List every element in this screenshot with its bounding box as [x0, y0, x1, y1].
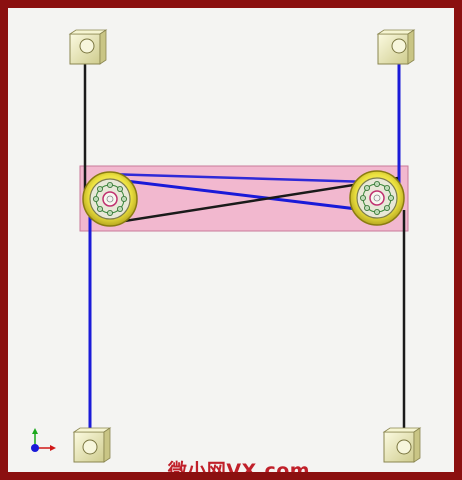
- bearing-pulley-icon[interactable]: [349, 170, 405, 226]
- belt-cross-black: [117, 176, 399, 224]
- bolt-block-icon[interactable]: [68, 29, 108, 65]
- xyz-axis-icon: [31, 428, 56, 452]
- bolt-block-icon[interactable]: [382, 427, 422, 463]
- belt-top-link-blue: [107, 172, 371, 184]
- bearing-pulley-icon[interactable]: [82, 171, 138, 227]
- watermark-text: 微小网VX.com: [167, 460, 311, 480]
- bolt-block-icon[interactable]: [376, 29, 416, 65]
- bolt-block-icon[interactable]: [72, 427, 112, 463]
